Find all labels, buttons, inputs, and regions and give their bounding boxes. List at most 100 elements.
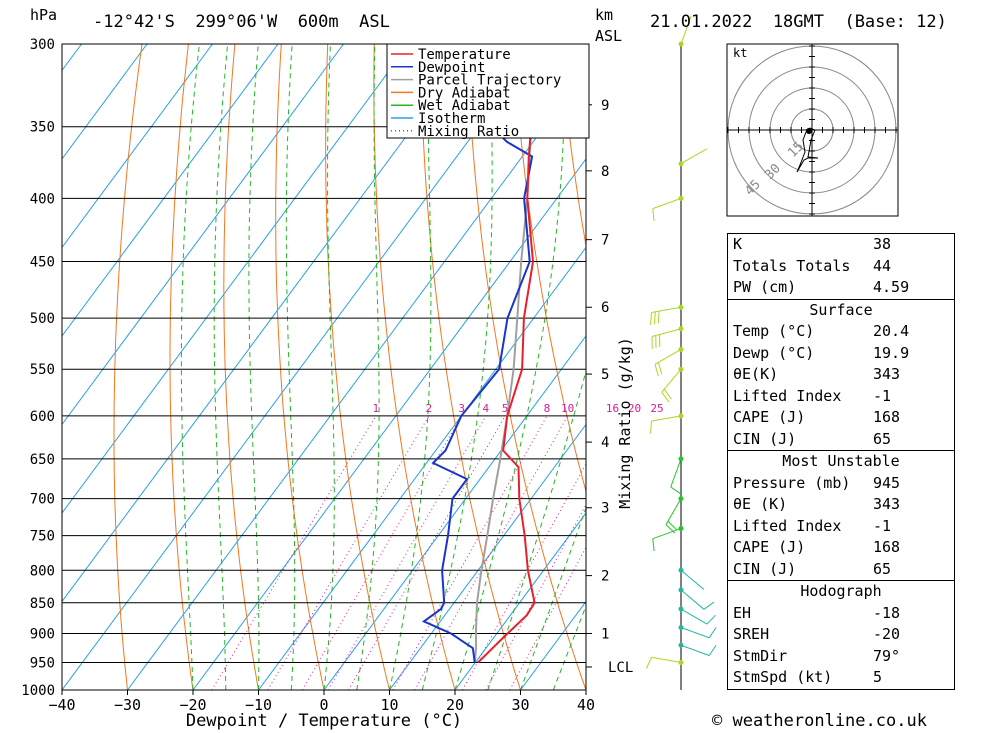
hodograph-trace: [796, 127, 819, 173]
axes: 3003504004505005506006507007508008509009…: [21, 37, 663, 731]
stat-value: 343: [873, 495, 901, 513]
wind-barb-feather: [661, 391, 670, 403]
stat-value: 168: [873, 408, 901, 426]
temp-tick-label: −20: [179, 696, 206, 714]
legend-label: Temperature: [418, 47, 511, 63]
wind-barb-feather: [667, 520, 678, 531]
dry-adiabat-line: [275, 44, 325, 690]
datetime-title: 21.01.2022 18GMT (Base: 12): [650, 12, 947, 32]
wind-barb-feather: [706, 614, 716, 625]
temp-tick-label: −10: [245, 696, 272, 714]
stat-label: Pressure (mb): [733, 473, 851, 492]
hodograph-section-title: Hodograph: [728, 580, 954, 603]
wind-barb: [650, 413, 684, 434]
legend-label: Isotherm: [418, 111, 485, 127]
km-tick-label: 9: [601, 98, 609, 114]
stat-value: 44: [873, 256, 892, 275]
stat-value: 343: [873, 365, 901, 383]
wind-barb: [678, 15, 692, 47]
temp-tick-label: −30: [114, 696, 141, 714]
stat-value: -1: [873, 386, 892, 405]
temp-tick-label: 20: [446, 696, 464, 714]
isotherm-line: [192, 158, 586, 690]
mixing-ratio-label: 16: [606, 402, 619, 415]
isotherm-line: [62, 44, 410, 514]
isotherm-line: [62, 44, 213, 249]
temp-tick-label: 30: [511, 696, 529, 714]
pressure-tick-label: 1000: [21, 683, 55, 699]
wind-barb-staff: [680, 644, 710, 656]
pressure-tick-label: 300: [30, 37, 55, 53]
pressure-unit-label: hPa: [30, 6, 58, 24]
stat-row: K 38: [728, 234, 954, 256]
legend-label: Mixing Ratio: [418, 124, 519, 140]
legend-box: [386, 43, 590, 139]
wind-barb-feather: [703, 601, 715, 610]
pressure-tick-label: 400: [30, 191, 55, 207]
wind-barb-feather: [708, 627, 717, 639]
stat-label: PW (cm): [733, 278, 797, 296]
temp-tick-label: 40: [577, 696, 595, 714]
wet-adiabat-line: [180, 44, 200, 690]
wind-barb: [678, 606, 716, 625]
stat-value: 5: [873, 668, 883, 686]
temp-tick-label: 0: [319, 696, 328, 714]
wind-profile: [645, 15, 717, 690]
mixing-ratio-axis-title: Mixing Ratio (g/kg): [616, 337, 634, 509]
isotherm-line: [258, 246, 586, 690]
km-tick-label: 1: [601, 626, 609, 642]
storm-motion-marker: [806, 128, 812, 134]
stat-label: CIN (J): [733, 429, 797, 448]
stat-row: EH -18: [728, 603, 954, 625]
wind-barb-staff: [654, 348, 682, 365]
stat-label: CAPE (J): [733, 408, 806, 426]
hodograph-unit: kt: [733, 46, 747, 60]
stat-row: CAPE (J) 168: [728, 407, 954, 429]
mixing-ratio-line: [327, 415, 487, 690]
mixing-ratio-line: [347, 415, 506, 690]
km-tick-label: 8: [601, 164, 609, 180]
wind-barb: [652, 525, 684, 552]
stat-value: 168: [873, 538, 901, 556]
stat-label: StmSpd (kt): [733, 668, 833, 686]
wet-adiabat-line: [421, 44, 493, 690]
stat-value: 945: [873, 473, 901, 492]
profile-lines: [421, 44, 536, 664]
km-label: km: [595, 6, 614, 24]
stat-value: 65: [873, 429, 892, 448]
stat-row: Dewp (°C) 19.9: [728, 343, 954, 365]
wind-barb: [645, 656, 684, 669]
stat-value: -18: [873, 603, 901, 622]
wet-adiabat-line: [389, 44, 432, 690]
stat-row: Temp (°C) 20.4: [728, 321, 954, 343]
pressure-tick-label: 350: [30, 120, 55, 136]
stat-row: SREH -20: [728, 624, 954, 646]
wind-barb: [651, 326, 684, 349]
dry-adiabat-line: [169, 44, 194, 690]
wind-barb: [665, 496, 684, 534]
wind-barb-staff: [652, 197, 682, 210]
stat-label: StmDir: [733, 646, 788, 665]
wind-barb-feather: [654, 364, 659, 377]
isotherm-line: [62, 44, 541, 690]
mixing-ratio-line: [392, 415, 548, 690]
legend-label: Dewpoint: [418, 60, 485, 76]
stat-row: PW (cm) 4.59: [728, 277, 954, 299]
stat-label: EH: [733, 603, 752, 622]
km-tick-label: 4: [601, 435, 609, 451]
wind-barb-staff: [661, 368, 682, 393]
stat-label: Lifted Index: [733, 516, 842, 535]
wind-barb-staff: [680, 15, 692, 45]
isotherm-line: [127, 69, 586, 690]
mixing-ratio-label: 4: [482, 402, 489, 415]
wind-barb: [678, 567, 705, 590]
wind-barb-feather: [650, 421, 652, 434]
legend-label: Dry Adiabat: [418, 85, 511, 101]
stat-label: Dewp (°C): [733, 343, 815, 362]
wind-barb-feather: [657, 311, 660, 324]
wind-barb-staff: [652, 527, 682, 540]
stat-value: 19.9: [873, 343, 910, 362]
